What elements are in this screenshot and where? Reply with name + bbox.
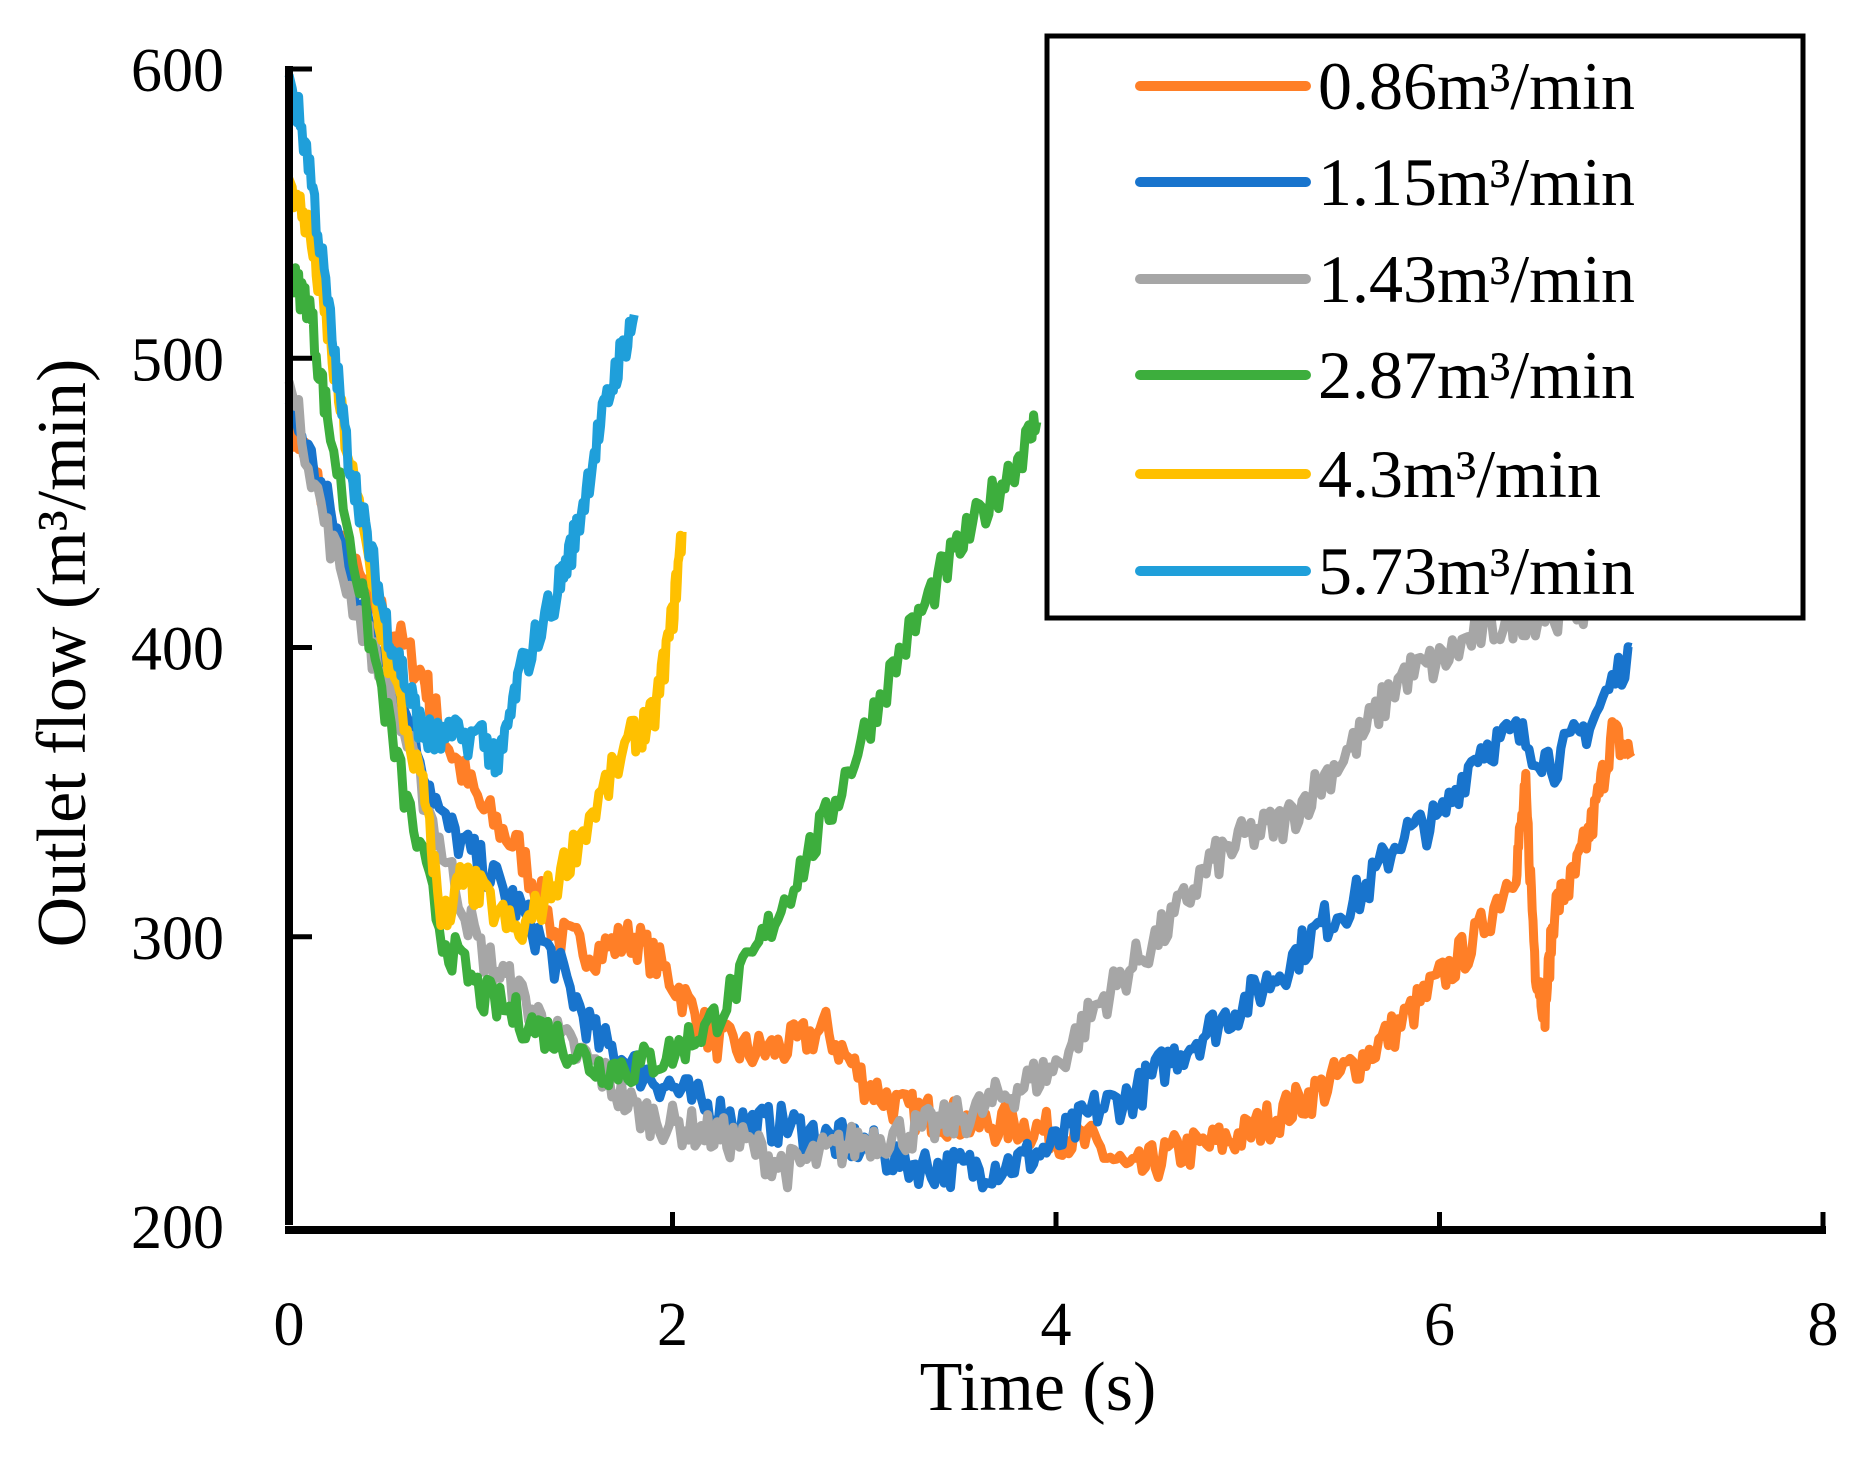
x-tick-label: 4 xyxy=(1041,1291,1072,1359)
legend-label: 4.3m³/min xyxy=(1318,436,1601,512)
legend-item: 0.86m³/min xyxy=(1135,48,1635,124)
y-tick-label: 300 xyxy=(131,905,224,973)
legend-item: 1.43m³/min xyxy=(1135,241,1635,317)
ticks: 0 2 4 6 8 200 300 400 500 600 xyxy=(131,37,1839,1359)
series-line-1 xyxy=(284,409,1636,1182)
legend-label: 0.86m³/min xyxy=(1318,48,1635,124)
x-tick-label: 6 xyxy=(1424,1291,1455,1359)
y-tick-label: 200 xyxy=(131,1194,224,1262)
series-line-6 xyxy=(284,73,639,778)
x-tick-label: 8 xyxy=(1808,1291,1839,1359)
legend-item: 1.15m³/min xyxy=(1135,144,1635,220)
legend-box xyxy=(1044,33,1806,621)
x-axis-title: Time (s) xyxy=(920,1349,1157,1426)
y-tick-label: 500 xyxy=(131,326,224,394)
legend-label: 1.15m³/min xyxy=(1318,144,1635,220)
series-layer xyxy=(284,73,1636,1193)
y-tick-label: 600 xyxy=(131,37,224,105)
legend: 0.86m³/min 1.15m³/min 1.43m³/min 2.87m³/min… xyxy=(1044,33,1806,621)
series-line-4 xyxy=(285,263,1042,1091)
legend-label: 1.43m³/min xyxy=(1318,241,1635,317)
series-line-2 xyxy=(284,400,1633,1193)
y-tick-label: 400 xyxy=(131,616,224,684)
legend-item: 4.3m³/min xyxy=(1135,436,1601,512)
y-axis-title: Outlet flow (m³/min) xyxy=(24,359,101,948)
legend-label: 5.73m³/min xyxy=(1318,533,1635,609)
legend-item: 5.73m³/min xyxy=(1135,533,1635,609)
legend-item: 2.87m³/min xyxy=(1135,337,1635,413)
legend-label: 2.87m³/min xyxy=(1318,337,1635,413)
x-tick-label: 0 xyxy=(274,1291,305,1359)
x-tick-label: 2 xyxy=(657,1291,688,1359)
